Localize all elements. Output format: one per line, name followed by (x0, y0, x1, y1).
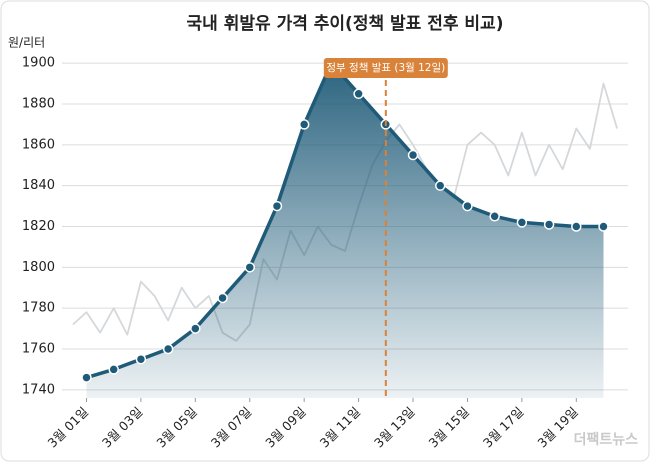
point (489, 211, 500, 222)
y-axis-label: 원/리터 (8, 36, 45, 50)
point (462, 200, 473, 212)
y-tick-label: 1860 (22, 137, 55, 152)
y-tick-label: 1840 (22, 178, 55, 193)
point (217, 292, 228, 304)
point (353, 88, 364, 100)
point (108, 364, 119, 375)
watermark: 더팩트뉴스 (574, 431, 639, 448)
point (598, 221, 609, 232)
point (271, 200, 283, 212)
point (571, 221, 582, 232)
y-tick-label: 1900 (22, 56, 55, 71)
point (407, 149, 419, 161)
annotation-text: 정부 정책 발표 (3월 12일) (326, 61, 445, 74)
point (543, 219, 555, 230)
area (86, 63, 604, 399)
plot (72, 57, 618, 399)
y-tick-label: 1780 (22, 301, 55, 316)
point (190, 323, 201, 334)
y-tick-label: 1760 (22, 342, 55, 357)
point (162, 343, 174, 355)
y-tick-label: 1820 (22, 219, 55, 234)
point (135, 353, 147, 365)
point (244, 262, 256, 273)
y-tick-label: 1740 (22, 382, 55, 397)
point (298, 119, 310, 130)
chart-title: 국내 휘발유 가격 추이(정책 발표 전후 비교) (187, 13, 504, 34)
annotation-box (323, 58, 448, 78)
point (516, 217, 528, 228)
y-tick-label: 1880 (22, 97, 55, 112)
point (434, 180, 446, 191)
point (81, 372, 92, 383)
y-tick-label: 1800 (22, 260, 55, 275)
